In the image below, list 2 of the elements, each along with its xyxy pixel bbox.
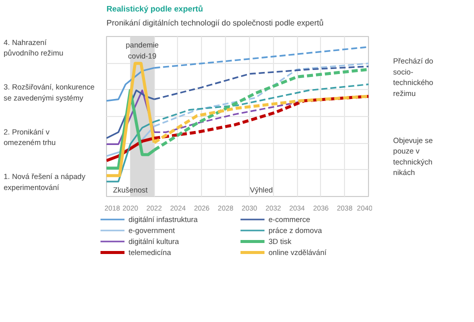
chart-subtitle: Pronikání digitálních technologií do společnosti podle expertů bbox=[106, 18, 324, 28]
chart-title: Realistický podle expertů bbox=[106, 4, 204, 14]
